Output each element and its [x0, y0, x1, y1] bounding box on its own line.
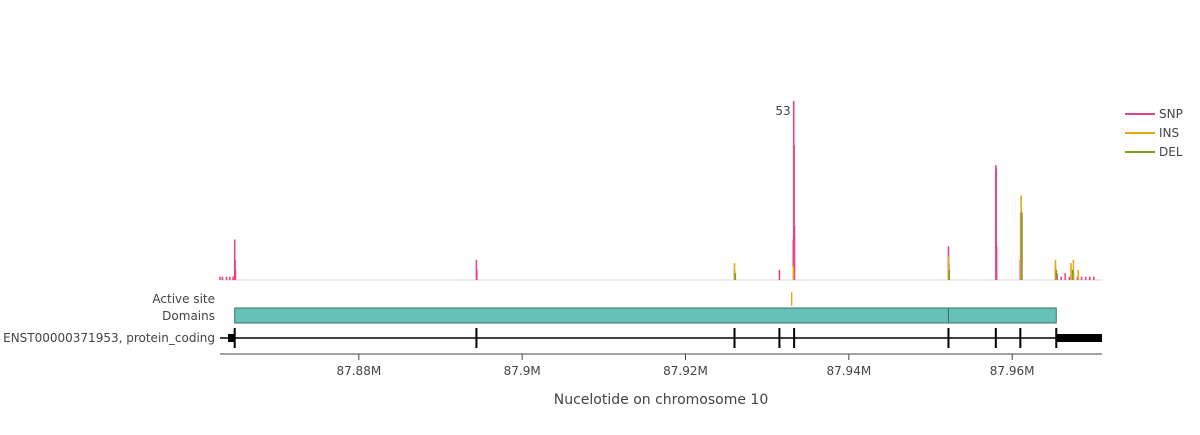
x-axis-title: Nucelotide on chromosome 10: [554, 392, 769, 408]
legend[interactable]: SNP INS DEL: [1125, 107, 1183, 159]
domain-block[interactable]: [234, 307, 949, 324]
track-label: ENST00000371953, protein_coding: [3, 331, 215, 345]
legend-label: DEL: [1159, 145, 1183, 159]
legend-label: INS: [1159, 126, 1179, 140]
series-snp: [219, 101, 1095, 280]
utr-3prime[interactable]: [1056, 334, 1102, 342]
x-tick-label: 87.88M: [336, 364, 381, 378]
x-tick-label: 87.94M: [826, 364, 871, 378]
series-layer: [219, 101, 1095, 280]
x-tick-label: 87.92M: [663, 364, 708, 378]
x-axis: 87.88M 87.9M 87.92M 87.94M 87.96M: [220, 353, 1102, 378]
series-del: [734, 212, 1074, 280]
track-2: ENST00000371953, protein_coding: [3, 328, 1102, 348]
track-label: Domains: [162, 309, 215, 323]
track-1: Domains: [162, 307, 1057, 324]
x-tick-label: 87.96M: [990, 364, 1035, 378]
peak-annotation: 53: [775, 104, 790, 118]
legend-item-del[interactable]: DEL: [1125, 145, 1183, 159]
track-0: Active site: [152, 292, 793, 306]
utr-5prime[interactable]: [228, 334, 235, 342]
series-ins: [733, 195, 1080, 280]
legend-item-ins[interactable]: INS: [1125, 126, 1179, 140]
track-layer: Active site Domains ENST00000371953, prote…: [3, 292, 1102, 348]
x-tick-label: 87.9M: [504, 364, 541, 378]
annotation-layer: 53: [775, 104, 790, 118]
legend-item-snp[interactable]: SNP: [1125, 107, 1183, 121]
domain-block[interactable]: [947, 307, 1057, 324]
track-label: Active site: [152, 292, 215, 306]
legend-label: SNP: [1159, 107, 1183, 121]
